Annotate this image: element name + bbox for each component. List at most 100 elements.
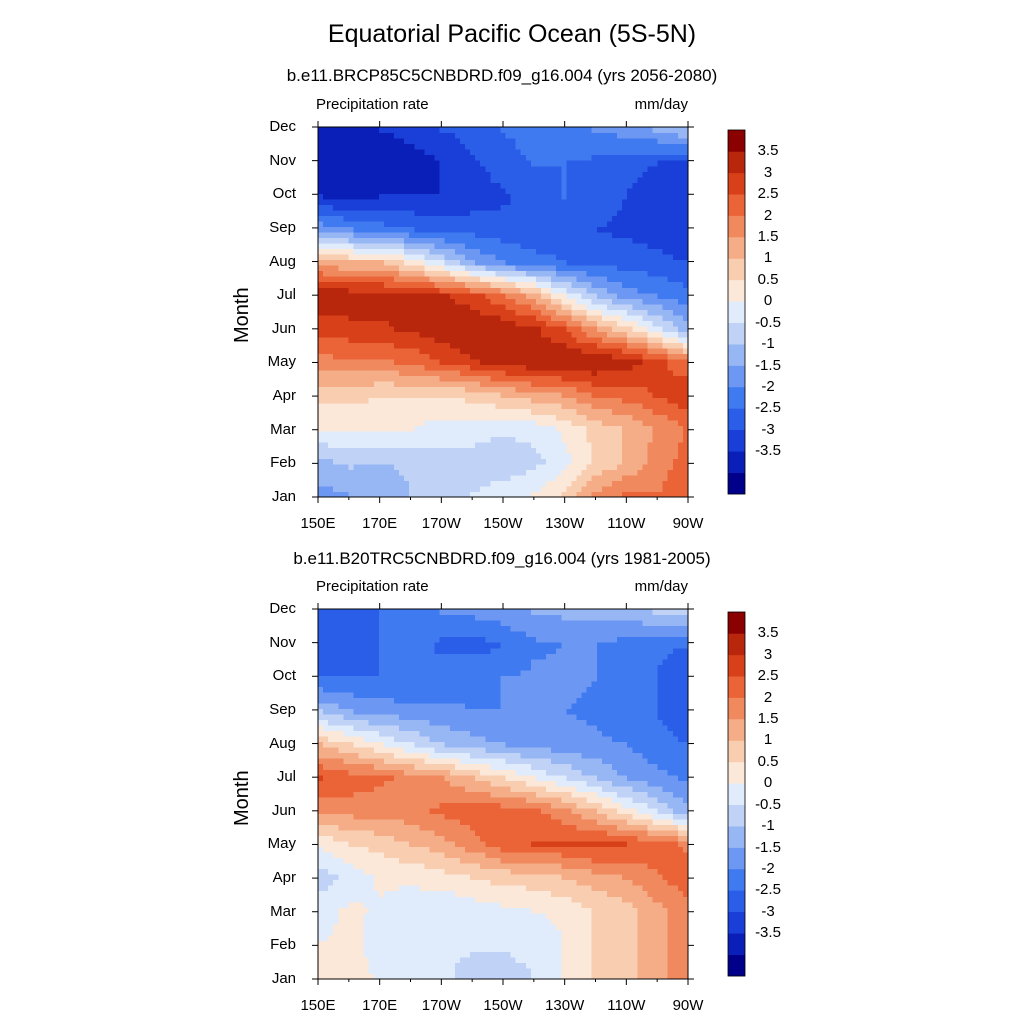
heatmap-cell	[454, 386, 461, 393]
heatmap-cell	[617, 491, 623, 498]
heatmap-cell	[424, 474, 431, 482]
heatmap-cell	[358, 254, 365, 261]
heatmap-cell	[632, 226, 638, 233]
heatmap-cell	[551, 231, 557, 239]
heatmap-cell	[586, 237, 593, 244]
heatmap-cell	[358, 392, 365, 399]
heatmap-cell	[490, 458, 496, 465]
heatmap-cell	[546, 314, 552, 321]
heatmap-cell	[470, 408, 476, 415]
heatmap-cell	[601, 469, 608, 476]
heatmap-cell	[642, 281, 649, 288]
heatmap-cell	[617, 469, 623, 476]
heatmap-cell	[551, 364, 557, 371]
heatmap-cell	[632, 270, 638, 277]
heatmap-cell	[611, 397, 618, 404]
heatmap-cell	[328, 463, 334, 470]
heatmap-cell	[333, 160, 339, 167]
heatmap-cell	[388, 182, 395, 189]
heatmap-cell	[525, 171, 532, 178]
heatmap-cell	[682, 491, 689, 498]
heatmap-cell	[611, 182, 618, 189]
heatmap-cell	[525, 474, 532, 482]
heatmap-cell	[551, 369, 557, 377]
heatmap-cell	[439, 138, 446, 145]
heatmap-cell	[530, 408, 537, 415]
heatmap-cell	[667, 452, 674, 459]
heatmap-cell	[348, 226, 355, 233]
heatmap-cell	[667, 165, 674, 172]
heatmap-cell	[404, 463, 410, 470]
heatmap-cell	[682, 259, 689, 266]
heatmap-cell	[444, 298, 451, 305]
heatmap-cell	[449, 441, 456, 448]
heatmap-cell	[343, 414, 350, 421]
heatmap-cell	[378, 325, 385, 332]
heatmap-cell	[323, 287, 329, 294]
heatmap-cell	[485, 480, 491, 487]
heatmap-cell	[546, 237, 552, 244]
heatmap-cell	[328, 474, 334, 482]
heatmap-cell	[581, 215, 588, 222]
heatmap-cell	[353, 353, 360, 360]
heatmap-cell	[343, 447, 350, 454]
heatmap-cell	[409, 430, 415, 437]
heatmap-cell	[429, 303, 436, 310]
heatmap-cell	[556, 419, 562, 426]
heatmap-cell	[338, 320, 344, 327]
heatmap-cell	[505, 215, 512, 222]
heatmap-cell	[399, 364, 405, 371]
heatmap-cell	[378, 281, 385, 288]
heatmap-cell	[586, 287, 593, 294]
heatmap-cell	[647, 441, 654, 448]
heatmap-cell	[505, 303, 512, 310]
heatmap-cell	[409, 480, 415, 487]
heatmap-cell	[576, 287, 583, 294]
heatmap-cell	[581, 358, 588, 366]
heatmap-cell	[596, 270, 603, 277]
heatmap-cell	[652, 447, 659, 454]
heatmap-cell	[561, 204, 567, 211]
heatmap-cell	[622, 276, 628, 283]
heatmap-cell	[338, 403, 344, 410]
heatmap-cell	[581, 254, 588, 261]
heatmap-cell	[515, 215, 522, 222]
heatmap-cell	[510, 353, 517, 360]
heatmap-cell	[632, 149, 638, 156]
heatmap-cell	[444, 485, 451, 493]
heatmap-cell	[617, 160, 623, 167]
heatmap-cell	[657, 298, 664, 305]
heatmap-cell	[576, 154, 583, 161]
heatmap-cell	[429, 408, 436, 415]
heatmap-cell	[672, 231, 679, 239]
heatmap-cell	[348, 270, 355, 277]
heatmap-cell	[652, 209, 659, 216]
heatmap-cell	[490, 132, 496, 139]
heatmap-cell	[556, 403, 562, 410]
heatmap-cell	[338, 231, 344, 239]
heatmap-cell	[632, 364, 638, 371]
heatmap-cell	[449, 154, 456, 161]
heatmap-cell	[535, 364, 542, 371]
heatmap-cell	[652, 436, 659, 443]
heatmap-cell	[358, 458, 365, 465]
heatmap-cell	[627, 182, 633, 189]
heatmap-cell	[475, 303, 481, 310]
heatmap-cell	[338, 480, 344, 487]
heatmap-cell	[490, 369, 496, 377]
heatmap-cell	[642, 485, 649, 493]
heatmap-cell	[546, 342, 552, 349]
heatmap-cell	[333, 320, 339, 327]
heatmap-cell	[500, 287, 507, 294]
heatmap-cell	[576, 425, 583, 432]
heatmap-cell	[606, 254, 613, 261]
heatmap-cell	[525, 430, 532, 437]
heatmap-cell	[424, 254, 431, 261]
heatmap-cell	[388, 331, 395, 338]
heatmap-cell	[515, 325, 522, 332]
heatmap-cell	[515, 485, 522, 493]
heatmap-cell	[459, 215, 466, 222]
heatmap-cell	[353, 386, 360, 393]
heatmap-cell	[576, 331, 583, 338]
heatmap-cell	[596, 259, 603, 266]
